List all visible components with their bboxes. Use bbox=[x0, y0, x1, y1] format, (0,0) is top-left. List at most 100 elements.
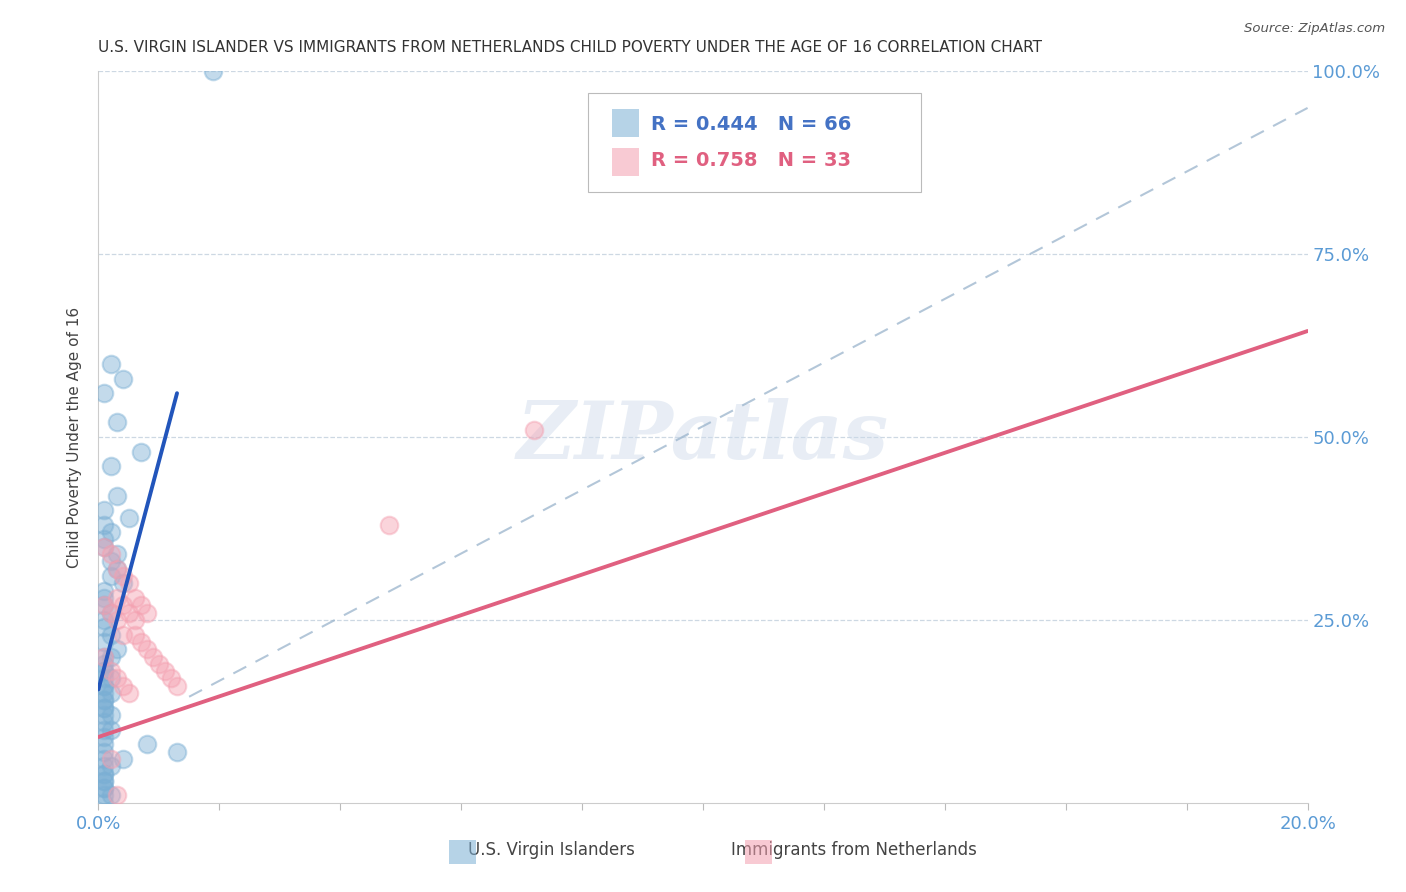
Point bbox=[93, 664, 115, 678]
Point bbox=[93, 649, 115, 664]
Point bbox=[93, 700, 115, 714]
Point bbox=[105, 642, 128, 657]
FancyBboxPatch shape bbox=[588, 94, 921, 192]
Point bbox=[93, 715, 115, 730]
Point bbox=[93, 386, 115, 401]
Point bbox=[93, 796, 115, 810]
Point bbox=[93, 700, 115, 714]
Point bbox=[124, 627, 146, 641]
Point bbox=[93, 599, 115, 613]
Point bbox=[105, 562, 128, 576]
Text: U.S. VIRGIN ISLANDER VS IMMIGRANTS FROM NETHERLANDS CHILD POVERTY UNDER THE AGE : U.S. VIRGIN ISLANDER VS IMMIGRANTS FROM … bbox=[98, 40, 1042, 55]
Point bbox=[118, 576, 141, 591]
Point bbox=[100, 723, 122, 737]
Point bbox=[93, 781, 115, 796]
Point bbox=[118, 510, 141, 524]
Point bbox=[148, 657, 170, 671]
Point bbox=[93, 583, 115, 598]
Point bbox=[93, 664, 115, 678]
Point bbox=[100, 627, 122, 641]
Point bbox=[111, 599, 134, 613]
Point bbox=[100, 569, 122, 583]
Point bbox=[93, 766, 115, 780]
Point bbox=[93, 540, 115, 554]
Point bbox=[153, 664, 176, 678]
Point bbox=[93, 766, 115, 780]
Point bbox=[100, 525, 122, 540]
Text: Immigrants from Netherlands: Immigrants from Netherlands bbox=[731, 841, 977, 859]
Bar bbox=[613, 110, 638, 137]
Point bbox=[93, 693, 115, 707]
Point bbox=[93, 517, 115, 532]
Point bbox=[93, 591, 115, 605]
Point bbox=[124, 591, 146, 605]
Point bbox=[93, 781, 115, 796]
Point bbox=[100, 664, 122, 678]
Point bbox=[93, 759, 115, 773]
Point bbox=[93, 679, 115, 693]
Bar bbox=[449, 840, 475, 863]
Point bbox=[93, 708, 115, 723]
Point bbox=[377, 517, 399, 532]
Point bbox=[111, 576, 134, 591]
Point bbox=[105, 591, 128, 605]
Point bbox=[93, 737, 115, 751]
Text: Source: ZipAtlas.com: Source: ZipAtlas.com bbox=[1244, 22, 1385, 36]
Point bbox=[135, 606, 157, 620]
Point bbox=[93, 730, 115, 744]
Point bbox=[93, 679, 115, 693]
Point bbox=[93, 620, 115, 634]
Point bbox=[105, 562, 128, 576]
Point bbox=[135, 737, 157, 751]
Point bbox=[93, 789, 115, 803]
Point bbox=[105, 789, 128, 803]
Point bbox=[202, 64, 225, 78]
Point bbox=[93, 672, 115, 686]
Point bbox=[100, 606, 122, 620]
Point bbox=[118, 606, 141, 620]
Point bbox=[105, 416, 128, 430]
Text: U.S. Virgin Islanders: U.S. Virgin Islanders bbox=[468, 841, 636, 859]
Point bbox=[129, 635, 152, 649]
Point bbox=[111, 679, 134, 693]
Point bbox=[93, 693, 115, 707]
Point bbox=[100, 708, 122, 723]
Point bbox=[105, 547, 128, 561]
Point bbox=[100, 547, 122, 561]
Point bbox=[93, 649, 115, 664]
Point bbox=[100, 459, 122, 474]
Point bbox=[129, 444, 152, 458]
Point bbox=[129, 599, 152, 613]
Point bbox=[93, 657, 115, 671]
Text: ZIPatlas: ZIPatlas bbox=[517, 399, 889, 475]
Point bbox=[100, 789, 122, 803]
Text: R = 0.758   N = 33: R = 0.758 N = 33 bbox=[651, 151, 851, 170]
Point bbox=[93, 752, 115, 766]
Point bbox=[93, 599, 115, 613]
Point bbox=[93, 533, 115, 547]
Point bbox=[166, 679, 188, 693]
Point bbox=[100, 672, 122, 686]
Point bbox=[124, 613, 146, 627]
Point bbox=[100, 554, 122, 568]
Point bbox=[93, 613, 115, 627]
Point bbox=[93, 686, 115, 700]
Point bbox=[100, 357, 122, 371]
Point bbox=[111, 752, 134, 766]
Y-axis label: Child Poverty Under the Age of 16: Child Poverty Under the Age of 16 bbox=[67, 307, 83, 567]
Point bbox=[93, 635, 115, 649]
Point bbox=[160, 672, 183, 686]
Point bbox=[93, 773, 115, 788]
Point bbox=[100, 649, 122, 664]
Point bbox=[142, 649, 165, 664]
Point bbox=[93, 773, 115, 788]
Point bbox=[105, 672, 128, 686]
Point bbox=[523, 423, 546, 437]
Point bbox=[100, 752, 122, 766]
Point bbox=[111, 627, 134, 641]
Bar bbox=[613, 148, 638, 176]
Point bbox=[100, 606, 122, 620]
Point bbox=[118, 686, 141, 700]
Point bbox=[93, 723, 115, 737]
Point bbox=[93, 503, 115, 517]
